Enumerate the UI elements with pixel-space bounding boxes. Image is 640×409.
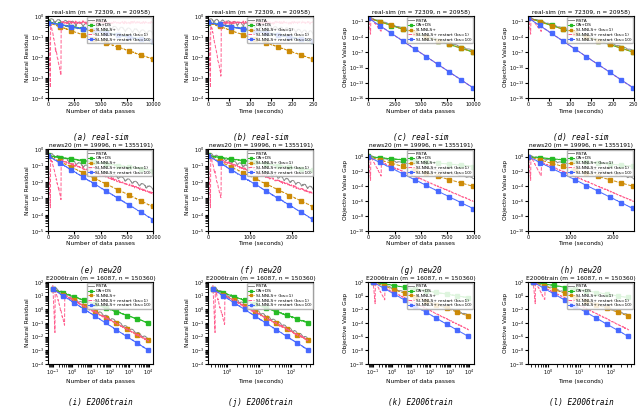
Y-axis label: Objective Value Gap: Objective Value Gap <box>503 27 508 88</box>
Y-axis label: Objective Value Gap: Objective Value Gap <box>342 160 348 220</box>
Title: news20 (m = 19996, n = 1355191): news20 (m = 19996, n = 1355191) <box>49 143 153 148</box>
Legend: FISTA, OA+DS, SI-NNLS+, SI-NNLS+ restart (bs=1), SI-NNLS+ restart (bs=10): FISTA, OA+DS, SI-NNLS+, SI-NNLS+ restart… <box>86 150 152 176</box>
Title: E2006train (m = 16087, n = 150360): E2006train (m = 16087, n = 150360) <box>366 276 476 281</box>
Title: news20 (m = 19996, n = 1355191): news20 (m = 19996, n = 1355191) <box>369 143 473 148</box>
Y-axis label: Objective Value Gap: Objective Value Gap <box>342 27 348 88</box>
Title: real-sim (m = 72309, n = 20958): real-sim (m = 72309, n = 20958) <box>212 10 310 15</box>
X-axis label: Number of data passes: Number of data passes <box>387 109 455 114</box>
Y-axis label: Objective Value Gap: Objective Value Gap <box>342 293 348 353</box>
Legend: FISTA, OA+DS, SI-NNLS+, SI-NNLS+ restart (bs=1), SI-NNLS+ restart (bs=10): FISTA, OA+DS, SI-NNLS+, SI-NNLS+ restart… <box>407 283 472 309</box>
X-axis label: Number of data passes: Number of data passes <box>387 241 455 247</box>
Text: (d) real-sim: (d) real-sim <box>553 133 609 142</box>
X-axis label: Number of data passes: Number of data passes <box>66 109 135 114</box>
X-axis label: Time (seconds): Time (seconds) <box>238 241 284 247</box>
Text: (g) new20: (g) new20 <box>400 265 442 274</box>
Text: (a) real-sim: (a) real-sim <box>73 133 129 142</box>
Legend: FISTA, OA+DS, SI-NNLS+ (bs=1), SI-NNLS+ restart (bs=1), SI-NNLS+ restart (bs=10): FISTA, OA+DS, SI-NNLS+ (bs=1), SI-NNLS+ … <box>246 17 312 43</box>
Y-axis label: Natural Residual: Natural Residual <box>25 166 29 215</box>
Text: (l) E2006train: (l) E2006train <box>548 398 613 407</box>
Title: E2006train (m = 16087, n = 150360): E2006train (m = 16087, n = 150360) <box>46 276 156 281</box>
Text: (e) new20: (e) new20 <box>80 265 122 274</box>
X-axis label: Time (seconds): Time (seconds) <box>558 379 604 384</box>
Legend: FISTA, OA+DS, SI-NNLS+ (bs=1), SI-NNLS+ restart (bs=1), SI-NNLS+ restart (bs=10): FISTA, OA+DS, SI-NNLS+ (bs=1), SI-NNLS+ … <box>567 150 633 176</box>
Title: E2006train (m = 16087, n = 150360): E2006train (m = 16087, n = 150360) <box>526 276 636 281</box>
X-axis label: Number of data passes: Number of data passes <box>387 379 455 384</box>
Text: (k) E2006train: (k) E2006train <box>388 398 453 407</box>
Text: (j) E2006train: (j) E2006train <box>228 398 293 407</box>
X-axis label: Time (seconds): Time (seconds) <box>558 109 604 114</box>
Title: real-sim (m = 72309, n = 20958): real-sim (m = 72309, n = 20958) <box>532 10 630 15</box>
Legend: FISTA, OA+DS, SI-NNLS+ (bs=1), SI-NNLS+ restart (bs=1), SI-NNLS+ restart (bs=10): FISTA, OA+DS, SI-NNLS+ (bs=1), SI-NNLS+ … <box>567 17 633 43</box>
Text: (h) new20: (h) new20 <box>560 265 602 274</box>
Title: news20 (m = 19996, n = 1355191): news20 (m = 19996, n = 1355191) <box>529 143 633 148</box>
Legend: FISTA, OA+DS, SI-NNLS+, SI-NNLS+ restart (bs=1), SI-NNLS+ restart (bs=10): FISTA, OA+DS, SI-NNLS+, SI-NNLS+ restart… <box>86 283 152 309</box>
Legend: FISTA, OA+DS, SI-NNLS+ (bs=1), SI-NNLS+ restart (bs=1), SI-NNLS+ restart (bs=10): FISTA, OA+DS, SI-NNLS+ (bs=1), SI-NNLS+ … <box>246 150 312 176</box>
Y-axis label: Natural Residual: Natural Residual <box>185 166 190 215</box>
Legend: FISTA, OA+DS, SI-NNLS+, SI-NNLS+ restart (bs=1), SI-NNLS+ restart (bs=10): FISTA, OA+DS, SI-NNLS+, SI-NNLS+ restart… <box>86 17 152 43</box>
Text: (f) new20: (f) new20 <box>240 265 282 274</box>
Text: (i) E2006train: (i) E2006train <box>68 398 133 407</box>
X-axis label: Time (seconds): Time (seconds) <box>238 379 284 384</box>
Legend: FISTA, OA+DS, SI-NNLS+, SI-NNLS+ restart (bs=1), SI-NNLS+ restart (bs=10): FISTA, OA+DS, SI-NNLS+, SI-NNLS+ restart… <box>407 150 472 176</box>
Title: news20 (m = 19996, n = 1355191): news20 (m = 19996, n = 1355191) <box>209 143 313 148</box>
Y-axis label: Objective Value Gap: Objective Value Gap <box>503 160 508 220</box>
X-axis label: Number of data passes: Number of data passes <box>66 241 135 247</box>
Title: real-sim (m = 72309, n = 20958): real-sim (m = 72309, n = 20958) <box>52 10 150 15</box>
Text: (b) real-sim: (b) real-sim <box>233 133 289 142</box>
Y-axis label: Natural Residual: Natural Residual <box>185 299 190 347</box>
Text: (c) real-sim: (c) real-sim <box>393 133 449 142</box>
Legend: FISTA, OA+DS, SI-NNLS+ (bs=1), SI-NNLS+ restart (bs=1), SI-NNLS+ restart (bs=10): FISTA, OA+DS, SI-NNLS+ (bs=1), SI-NNLS+ … <box>246 283 312 309</box>
Legend: FISTA, OA+DS, SI-NNLS+ (bs=1), SI-NNLS+ restart (bs=1), SI-NNLS+ restart (bs=10): FISTA, OA+DS, SI-NNLS+ (bs=1), SI-NNLS+ … <box>567 283 633 309</box>
X-axis label: Time (seconds): Time (seconds) <box>558 241 604 247</box>
X-axis label: Time (seconds): Time (seconds) <box>238 109 284 114</box>
X-axis label: Number of data passes: Number of data passes <box>66 379 135 384</box>
Legend: FISTA, OA+DS, SI-NNLS+, SI-NNLS+ restart (bs=1), SI-NNLS+ restart (bs=10): FISTA, OA+DS, SI-NNLS+, SI-NNLS+ restart… <box>407 17 472 43</box>
Title: E2006train (m = 16087, n = 150360): E2006train (m = 16087, n = 150360) <box>206 276 316 281</box>
Y-axis label: Natural Residual: Natural Residual <box>185 33 190 82</box>
Y-axis label: Objective Value Gap: Objective Value Gap <box>503 293 508 353</box>
Y-axis label: Natural Residual: Natural Residual <box>25 33 29 82</box>
Y-axis label: Natural Residual: Natural Residual <box>25 299 29 347</box>
Title: real-sim (m = 72309, n = 20958): real-sim (m = 72309, n = 20958) <box>372 10 470 15</box>
